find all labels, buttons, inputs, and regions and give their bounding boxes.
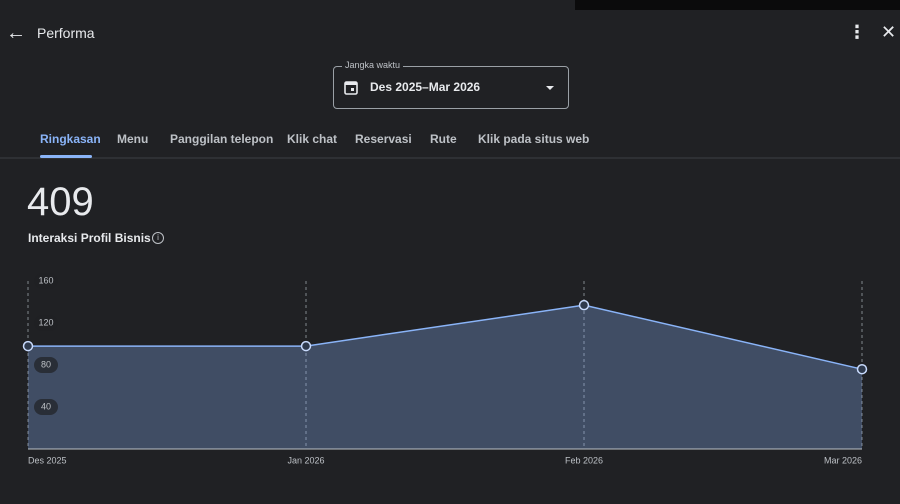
summary-total: 409 xyxy=(27,180,94,224)
tab-indicator xyxy=(40,155,92,158)
date-range-label: Jangka waktu xyxy=(342,60,404,70)
tab[interactable]: Menu xyxy=(117,132,149,146)
back-button[interactable]: ← xyxy=(6,22,26,44)
y-tick-pill xyxy=(34,273,58,289)
date-range-picker[interactable]: Jangka waktu Des 2025–Mar 2026 xyxy=(333,60,569,109)
tab[interactable]: Ringkasan xyxy=(40,132,101,146)
x-tick-label: Mar 2026 xyxy=(824,455,862,465)
top-strip xyxy=(575,0,900,10)
tab[interactable]: Panggilan telepon xyxy=(170,132,274,146)
dropdown-arrow xyxy=(546,86,554,90)
y-tick-pill xyxy=(34,399,58,415)
tab[interactable]: Klik pada situs web xyxy=(478,132,590,146)
x-tick-label: Jan 2026 xyxy=(287,455,324,465)
y-tick-pill xyxy=(34,357,58,373)
page-title: Performa xyxy=(37,25,95,41)
tab[interactable]: Rute xyxy=(430,132,457,146)
data-point xyxy=(578,299,590,311)
y-tick-label: 160 xyxy=(38,275,53,285)
y-tick-label: 80 xyxy=(41,359,51,369)
series-line xyxy=(28,304,863,370)
data-point xyxy=(22,340,34,352)
close-button[interactable]: ✕ xyxy=(881,22,897,42)
summary-label: Interaksi Profil Bisnis xyxy=(28,231,151,245)
info-icon[interactable]: i xyxy=(152,232,164,244)
y-tick-label: 40 xyxy=(41,401,51,411)
tab[interactable]: Klik chat xyxy=(287,132,338,146)
x-tick-label: Des 2025 xyxy=(28,455,67,465)
y-tick-pill xyxy=(34,315,58,331)
area-fill xyxy=(28,305,862,449)
tab[interactable]: Reservasi xyxy=(355,132,412,146)
more-button[interactable]: ⋮ xyxy=(848,22,866,42)
data-point xyxy=(856,363,868,375)
date-range-value: Des 2025–Mar 2026 xyxy=(370,80,481,94)
x-tick-label: Feb 2026 xyxy=(565,455,603,465)
y-tick-label: 120 xyxy=(38,317,53,327)
calendar-icon xyxy=(344,81,358,95)
data-point xyxy=(300,340,312,352)
